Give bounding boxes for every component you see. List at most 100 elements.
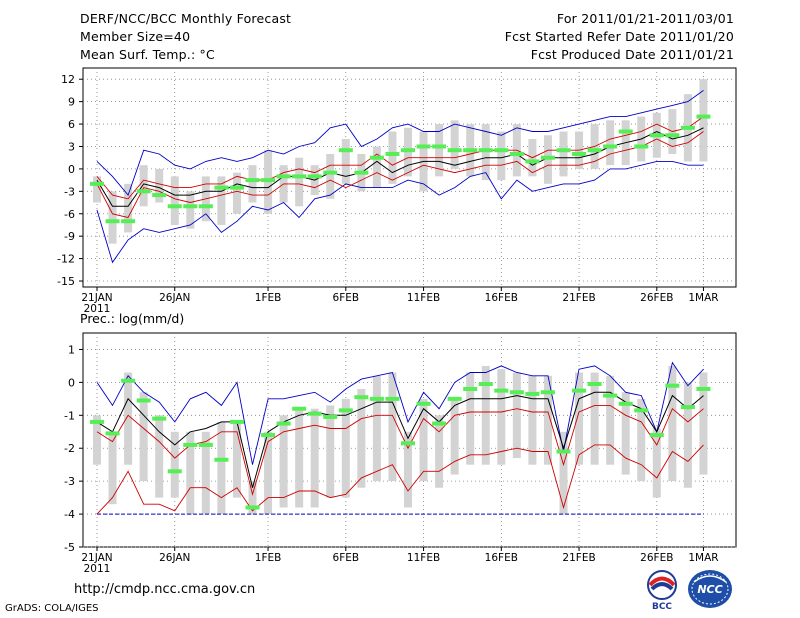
panel2-spread-box (450, 398, 459, 475)
panel2-xtick-year-label: 2011 (84, 563, 111, 575)
panel1-line-upper-inner (96, 116, 704, 200)
panel2-ytick-label: -1 (64, 409, 75, 422)
panel1-spread-box (699, 79, 708, 162)
panel2-spread-box (279, 415, 288, 508)
panel2-line-ensemble-mean (96, 391, 704, 488)
panel1-observation-marker (587, 148, 602, 153)
panel1-observation-marker (509, 151, 524, 156)
panel2-observation-marker (338, 408, 353, 413)
panel2-ytick-label: -2 (64, 442, 75, 455)
panel2-observation-marker (90, 419, 104, 424)
panel2-spread-box (232, 421, 241, 498)
panel1-spread-box (341, 139, 350, 184)
panel2-line-upper-inner (96, 404, 704, 497)
panel2-xtick-label: 16FEB (485, 552, 518, 564)
panel1-spread-box (170, 176, 179, 225)
panel1-spread-box (217, 176, 226, 225)
panel1-observation-marker (649, 133, 664, 138)
panel1-observation-marker (525, 159, 540, 164)
panel1-observation-marker (696, 114, 711, 119)
panel1-xtick-label: 1MAR (688, 292, 718, 304)
panel1-xtick-label: 26JAN (159, 292, 190, 304)
panel2-observation-marker (245, 505, 260, 510)
panel2-observation-marker (634, 408, 649, 413)
panel2-spread-box (326, 405, 335, 498)
panel2-observation-marker (463, 386, 478, 391)
panel2-observation-marker (385, 396, 400, 401)
panel1-spread-box (559, 131, 568, 177)
panel2-xtick-label: 21FEB (562, 552, 595, 564)
panel1-spread-box (186, 191, 195, 229)
panel2-spread-box (668, 365, 677, 482)
panel2-observation-marker (587, 382, 602, 387)
panel1-observation-marker (447, 148, 462, 153)
panel1-spread-box (139, 165, 148, 207)
panel1-spread-box (248, 165, 257, 203)
panel1-observation-marker (680, 125, 695, 130)
panel1-ytick-label: -12 (57, 253, 75, 266)
panel1-spread-box (450, 120, 459, 169)
precip-subtitle: Prec.: log(mm/d) (80, 311, 184, 326)
panel1-xtick-label: 1FEB (255, 292, 282, 304)
panel1-spread-box (435, 124, 444, 177)
panel1-observation-marker (618, 129, 633, 134)
panel2-ytick-label: -3 (64, 475, 75, 488)
panel2-spread-box (341, 398, 350, 498)
panel1-line-upper-outer (96, 90, 704, 196)
panel2-spread-box (357, 388, 366, 488)
forecast-produced-date: Fcst Produced Date 2011/01/21 (530, 47, 734, 62)
panel1-xtick-year-label: 2011 (84, 303, 111, 315)
panel1-ytick-label: 0 (68, 163, 75, 176)
panel2-observation-marker (494, 388, 509, 393)
panel1-observation-marker (369, 155, 384, 160)
panel2-observation-marker (540, 390, 555, 395)
panel2-spread-box (201, 431, 210, 515)
panel1-observation-marker (603, 144, 618, 149)
panel2-spread-box (435, 415, 444, 488)
panel2-spread-box (139, 392, 148, 482)
panel2-line-upper-outer (96, 361, 704, 465)
panel1-observation-marker (183, 204, 198, 209)
panel1-spread-box (232, 172, 241, 214)
panel1-ytick-label: -3 (64, 185, 75, 198)
panel2-observation-marker (509, 390, 524, 395)
panel2-spread-box (93, 415, 101, 465)
panel2-spread-box (170, 431, 179, 498)
panel2-observation-marker (354, 395, 369, 400)
panel1-observation-marker (276, 174, 291, 179)
panel1-observation-marker (261, 178, 276, 183)
panel2-observation-marker (556, 449, 571, 454)
forecast-period: For 2011/01/21-2011/03/01 (556, 11, 734, 26)
panel2-spread-box (559, 431, 568, 515)
panel2-observation-marker (152, 416, 167, 421)
panel1-line-lower-inner (96, 131, 704, 219)
panel2-spread-box (248, 481, 257, 515)
panel2-xtick-label: 11FEB (407, 552, 440, 564)
panel1-observation-marker (401, 148, 415, 153)
panel2-spread-box (699, 372, 708, 475)
panel1-spread-box (124, 183, 133, 233)
panel2-spread-box (108, 431, 117, 505)
panel1-observation-marker (494, 148, 509, 153)
panel2-observation-marker (229, 419, 244, 424)
source-url[interactable]: http://cmdp.ncc.cma.gov.cn (74, 582, 256, 597)
panel2-ytick-label: -4 (64, 508, 75, 521)
panel2-spread-box (372, 375, 381, 482)
panel1-observation-marker (634, 144, 649, 149)
panel2-spread-box (186, 431, 195, 515)
panel1-observation-marker (540, 155, 555, 160)
panel1-xtick-label: 26FEB (640, 292, 673, 304)
ncc-logo-text: NCC (697, 583, 722, 596)
panel2-spread-box (295, 408, 304, 508)
panel1-ytick-label: 9 (68, 96, 75, 109)
chart-title: DERF/NCC/BCC Monthly Forecast (80, 11, 292, 26)
panel2-observation-marker (121, 378, 136, 383)
panel1-xtick-label: 6FEB (333, 292, 360, 304)
panel1-xtick-label: 21FEB (562, 292, 595, 304)
panel2-frame (82, 332, 737, 548)
panel2-spread-box (388, 372, 397, 482)
panel1-spread-box (497, 131, 506, 181)
panel2-observation-marker (447, 396, 462, 401)
